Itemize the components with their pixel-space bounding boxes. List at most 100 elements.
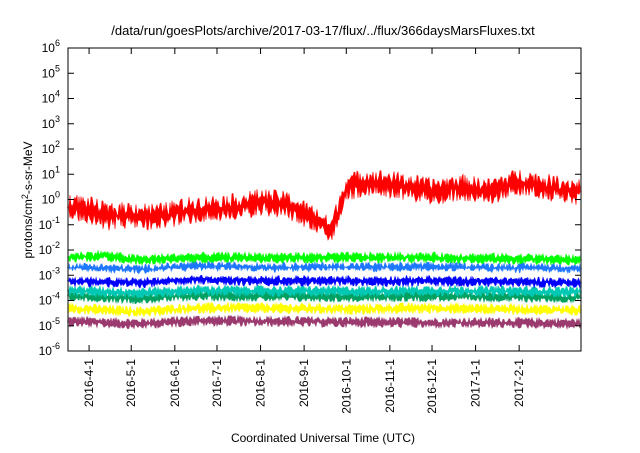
y-tick-label: 104 — [42, 89, 60, 106]
x-tick-label: 2016-11-1 — [383, 359, 397, 413]
y-tick-exponent: 5 — [55, 63, 60, 73]
x-tick-label: 2016-8-1 — [254, 359, 268, 407]
data-point — [345, 186, 348, 189]
data-point — [345, 308, 348, 311]
data-point — [431, 256, 433, 259]
data-point — [518, 322, 520, 324]
x-axis-label: Coordinated Universal Time (UTC) — [231, 431, 415, 445]
data-point — [259, 266, 262, 269]
y-tick-base: 10 — [39, 218, 53, 232]
data-point — [518, 290, 520, 293]
x-tick-label: 2017-2-1 — [512, 359, 526, 407]
y-tick-label: 10-4 — [39, 291, 60, 308]
data-point — [457, 186, 460, 189]
data-point — [137, 322, 140, 325]
x-tick-label: 2017-1-1 — [469, 359, 483, 407]
x-tick-label: 2016-6-1 — [168, 359, 182, 407]
y-tick-base: 10 — [39, 243, 53, 257]
y-tick-base: 10 — [39, 344, 53, 358]
data-point — [431, 322, 433, 324]
y-tick-exponent: 3 — [55, 114, 60, 124]
y-axis-label-part: protons/cm — [21, 199, 35, 258]
y-tick-label: 106 — [42, 38, 60, 55]
y-tick-label: 10-6 — [39, 341, 60, 358]
data-point — [193, 265, 196, 268]
y-tick-base: 10 — [39, 294, 53, 308]
data-point — [365, 181, 367, 183]
data-point — [345, 272, 348, 275]
data-point — [137, 311, 140, 313]
y-tick-base: 10 — [42, 193, 56, 207]
data-point — [518, 267, 520, 270]
data-point — [518, 296, 520, 298]
data-point — [235, 206, 238, 208]
data-point — [518, 308, 520, 311]
series-1 — [67, 301, 582, 318]
y-tick-base: 10 — [42, 66, 56, 80]
data-point — [286, 204, 289, 206]
x-tick-label: 2016-5-1 — [124, 359, 138, 407]
y-tick-base: 10 — [42, 167, 56, 181]
data-point — [431, 266, 433, 269]
y-axis-label-sup: 2 — [20, 194, 30, 199]
data-point — [315, 219, 318, 222]
series-band — [68, 301, 581, 318]
y-tick-exponent: 4 — [55, 89, 60, 99]
y-tick-exponent: 0 — [55, 190, 60, 200]
data-point — [193, 208, 196, 211]
y-tick-label: 101 — [42, 164, 60, 181]
data-point — [431, 295, 433, 297]
data-point — [408, 186, 411, 189]
x-tick-label: 2016-9-1 — [297, 359, 311, 407]
y-tick-exponent: -3 — [52, 265, 60, 275]
data-point — [137, 292, 140, 294]
data-point — [193, 307, 196, 309]
data-point — [259, 295, 262, 297]
y-tick-label: 10-2 — [39, 240, 60, 257]
y-tick-label: 102 — [42, 139, 60, 156]
y-tick-label: 10-1 — [39, 215, 60, 232]
data-point — [193, 271, 196, 274]
series-band — [68, 249, 581, 267]
data-point — [545, 186, 547, 189]
data-point — [345, 256, 348, 259]
y-tick-exponent: 2 — [55, 139, 60, 149]
x-tick-label: 2016-7-1 — [210, 359, 224, 407]
data-point — [157, 216, 159, 218]
data-point — [431, 290, 433, 292]
data-point — [518, 281, 520, 283]
series-band — [68, 284, 581, 299]
y-axis-label-part: -s-sr-MeV — [21, 141, 35, 194]
x-tick-label: 2016-4-1 — [82, 359, 96, 407]
y-axis-label-text: protons/cm2-s-sr-MeV — [20, 141, 35, 258]
data-point — [345, 280, 348, 282]
data-point — [259, 307, 262, 309]
plot-frame — [67, 47, 582, 352]
y-tick-base: 10 — [39, 319, 53, 333]
data-point — [259, 280, 262, 282]
series-band — [68, 170, 581, 241]
y-tick-base: 10 — [42, 142, 56, 156]
y-tick-label: 10-5 — [39, 316, 60, 333]
y-tick-base: 10 — [42, 92, 56, 106]
data-point — [431, 191, 433, 193]
data-point — [330, 231, 332, 234]
data-point — [107, 216, 110, 218]
y-tick-exponent: -1 — [52, 215, 60, 225]
data-point — [88, 208, 90, 211]
y-tick-exponent: 6 — [55, 38, 60, 48]
data-point — [130, 213, 133, 216]
data-point — [193, 289, 196, 292]
y-axis-label-group: protons/cm2-s-sr-MeV — [20, 141, 35, 258]
y-tick-exponent: -4 — [52, 291, 60, 301]
y-tick-label: 100 — [42, 190, 60, 207]
y-tick-label: 105 — [42, 63, 60, 80]
y-tick-exponent: -5 — [52, 316, 60, 326]
series-7 — [67, 249, 582, 267]
y-tick-exponent: -2 — [52, 240, 60, 250]
data-point — [389, 183, 391, 186]
data-point — [137, 274, 140, 277]
y-tick-label: 10-3 — [39, 265, 60, 282]
